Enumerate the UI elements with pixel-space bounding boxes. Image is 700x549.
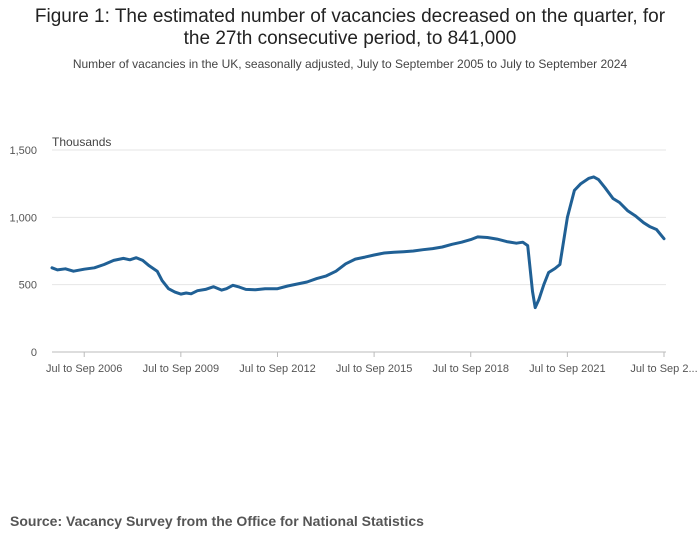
x-tick-label: Jul to Sep 2009 <box>143 363 219 375</box>
y-tick-label: 1,500 <box>9 145 37 157</box>
series-line-vacancies <box>50 175 666 310</box>
chart-title: Figure 1: The estimated number of vacanc… <box>34 6 666 49</box>
y-axis: 0 500 1,000 1,500 <box>9 145 37 359</box>
x-tick-label: Jul to Sep 2006 <box>46 363 122 375</box>
y-tick-label: 500 <box>19 280 37 292</box>
y-tick-label: 0 <box>31 347 37 359</box>
x-tick-label: Jul to Sep 2012 <box>239 363 315 375</box>
chart-subtitle: Number of vacancies in the UK, seasonall… <box>72 57 628 71</box>
x-tick-label: Jul to Sep 2015 <box>336 363 412 375</box>
x-tick-label: Jul to Sep 2021 <box>529 363 605 375</box>
x-tick-label: Jul to Sep 2018 <box>433 363 509 375</box>
source-note: Source: Vacancy Survey from the Office f… <box>10 513 424 529</box>
y-tick-label: 1,000 <box>9 212 37 224</box>
x-tick-label: Jul to Sep 2... <box>630 363 697 375</box>
x-axis: Jul to Sep 2006 Jul to Sep 2009 Jul to Sep… <box>46 352 698 375</box>
y-axis-unit-label: Thousands <box>52 135 111 149</box>
gridlines <box>52 149 666 353</box>
